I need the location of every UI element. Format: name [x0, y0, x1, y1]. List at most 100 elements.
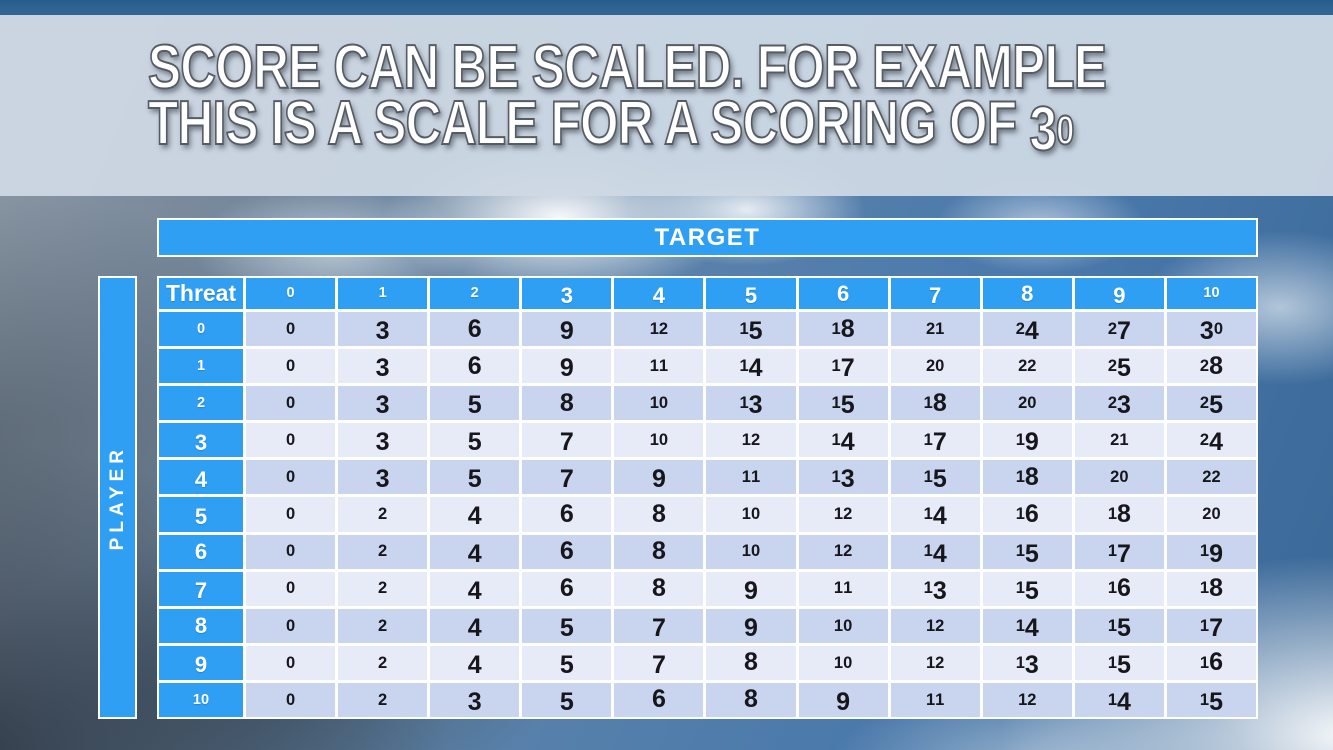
- score-cell: 7: [522, 423, 612, 458]
- score-cell: 2: [338, 682, 428, 717]
- score-cell: 0: [246, 312, 336, 347]
- score-cell: 9: [522, 312, 612, 347]
- score-cell: 3: [338, 423, 428, 458]
- score-cell: 9: [798, 682, 888, 717]
- column-header-5: 5: [706, 278, 796, 309]
- score-cell: 0: [246, 534, 336, 569]
- column-header-3: 3: [522, 278, 612, 309]
- score-cell: 3: [430, 682, 520, 717]
- column-header-1: 1: [338, 278, 428, 309]
- score-grid: Threat 0 1 2 3 4 5 6 7 8 9 1 0 0 0 3 6 9 1 2 1 5 1 8 2 1 2 4 2 7 3 0 1 0 3…: [157, 276, 1258, 719]
- column-header-6: 6: [798, 278, 888, 309]
- score-cell: 3: [338, 312, 428, 347]
- title-line-1: SCORE CAN BE SCALED. FOR EXAMPLE: [147, 33, 1108, 102]
- score-cell: 6: [614, 682, 704, 717]
- score-cell: 5: [430, 460, 520, 495]
- score-cell: 7: [522, 460, 612, 495]
- score-cell: 8: [706, 645, 796, 680]
- score-cell: 4: [430, 571, 520, 606]
- score-cell: 9: [522, 349, 612, 384]
- top-accent-bar: [0, 0, 1333, 15]
- row-header-0: 0: [159, 312, 243, 347]
- score-cell: 4: [430, 497, 520, 532]
- target-axis-header: TARGET: [157, 218, 1258, 257]
- column-header-2: 2: [430, 278, 520, 309]
- row-header-3: 3: [159, 423, 243, 458]
- corner-header-threat: Threat: [159, 278, 243, 309]
- score-cell: 0: [246, 682, 336, 717]
- row-header-4: 4: [159, 460, 243, 495]
- row-header-8: 8: [159, 608, 243, 643]
- score-cell: 6: [522, 534, 612, 569]
- score-cell: 0: [246, 386, 336, 421]
- score-cell: 2: [338, 571, 428, 606]
- player-label: PLAYER: [106, 444, 128, 551]
- score-cell: 5: [430, 386, 520, 421]
- score-cell: 0: [246, 571, 336, 606]
- slide-title: SCORE CAN BE SCALED. FOR EXAMPLE THIS IS…: [147, 33, 1108, 162]
- column-header-0: 0: [246, 278, 336, 309]
- score-cell: 5: [522, 645, 612, 680]
- score-cell: 8: [706, 682, 796, 717]
- score-cell: 0: [246, 460, 336, 495]
- score-cell: 9: [706, 608, 796, 643]
- row-header-1: 1: [159, 349, 243, 384]
- score-cell: 8: [614, 534, 704, 569]
- score-cell: 6: [430, 349, 520, 384]
- column-header-7: 7: [890, 278, 980, 309]
- score-cell: 5: [522, 608, 612, 643]
- target-label: TARGET: [654, 223, 761, 251]
- player-axis-header: PLAYER: [98, 276, 137, 719]
- score-cell: 0: [246, 349, 336, 384]
- row-header-7: 7: [159, 571, 243, 606]
- score-cell: 9: [614, 460, 704, 495]
- row-header-6: 6: [159, 534, 243, 569]
- row-header-5: 5: [159, 497, 243, 532]
